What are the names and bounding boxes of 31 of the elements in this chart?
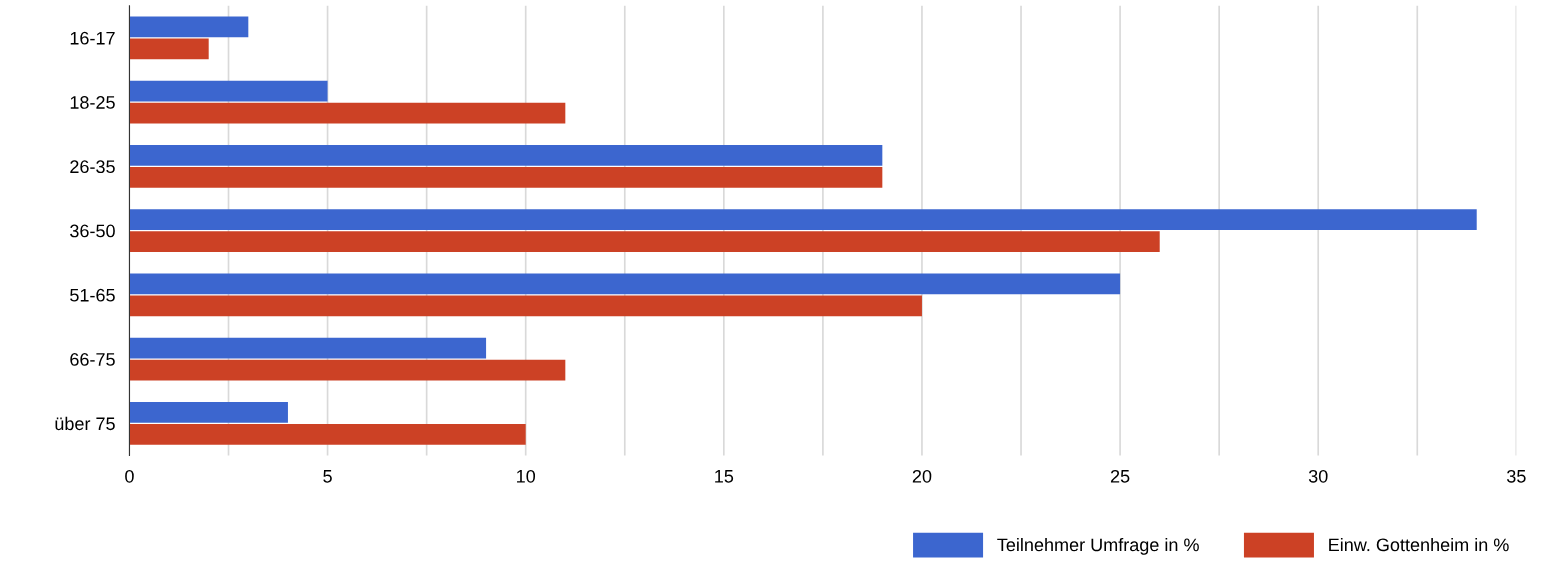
bar [129,295,922,317]
bar [129,102,566,124]
x-tick-label: 20 [912,469,932,483]
bar [129,337,487,359]
y-tick-label: 26-35 [70,160,115,174]
y-tick-label: 18-25 [70,96,115,109]
bar [129,145,883,166]
y-tick-label: 36-50 [70,224,115,238]
bar [129,402,288,423]
x-tick-label: 30 [1308,469,1328,483]
x-tick-label: 10 [517,469,536,483]
bar [129,209,1477,231]
bar [129,80,328,102]
legend-label: Einw. Gottenheim in % [1329,537,1509,552]
x-tick-label: 5 [323,470,332,483]
bar [129,16,249,38]
x-tick-label: 15 [715,470,734,483]
x-tick-label: 35 [1506,469,1526,483]
x-tick-label: 0 [125,469,134,483]
x-tick-label: 25 [1110,469,1130,483]
bar [129,359,566,381]
bar [129,423,526,445]
y-tick-label: über 75 [55,416,115,431]
y-tick-label: 51-65 [70,288,115,302]
y-tick-label: 16-17 [70,31,115,45]
y-tick-label: 66-75 [70,353,115,366]
bar [129,273,1121,295]
bar [129,166,883,188]
bar [129,38,209,60]
bar [129,231,1160,252]
legend-label: Teilnehmer Umfrage in % [997,537,1199,555]
